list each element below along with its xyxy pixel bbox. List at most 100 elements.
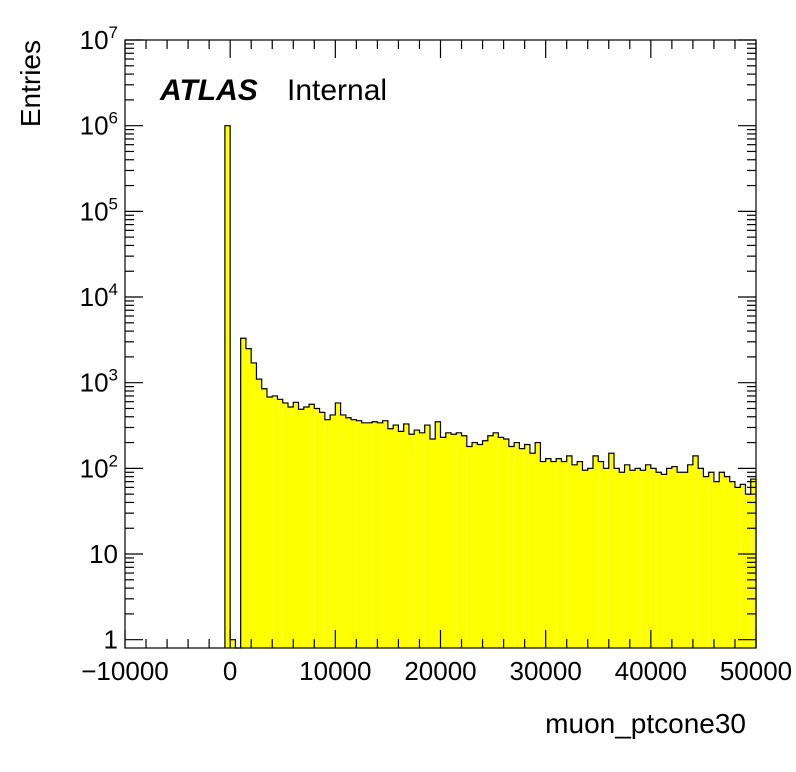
histogram-bin [272, 395, 278, 648]
histogram-bin [429, 439, 436, 648]
y-axis-title: Entries [15, 40, 46, 127]
histogram-bars [224, 125, 757, 649]
histogram-bin [440, 437, 446, 648]
y-tick-label: 107 [80, 23, 118, 55]
histogram-bin [398, 431, 404, 648]
histogram-bin [435, 421, 441, 648]
histogram-bin [445, 432, 452, 648]
histogram-bin [414, 430, 420, 648]
histogram-bin [556, 458, 562, 648]
histogram-bin [314, 408, 320, 648]
x-tick-label: 20000 [404, 656, 476, 686]
histogram-bin [487, 435, 494, 648]
x-tick-label: −10000 [81, 656, 168, 686]
y-tick-label: 10 [89, 539, 118, 569]
histogram-bin [682, 472, 688, 648]
histogram-bin [661, 474, 667, 648]
histogram-bin [666, 468, 672, 648]
histogram-bin [508, 446, 515, 648]
histogram-bin [719, 472, 725, 648]
internal-label: Internal [287, 74, 387, 107]
histogram-bin [656, 472, 662, 648]
histogram-bin [477, 444, 483, 648]
y-tick-label: 103 [80, 366, 118, 398]
histogram-bin [424, 425, 430, 648]
x-tick-label: 10000 [299, 656, 371, 686]
histogram-bin [708, 472, 714, 648]
histogram-bin [529, 453, 536, 648]
histogram-bin [466, 446, 473, 648]
histogram-bin [614, 468, 620, 648]
histogram-bin [503, 439, 509, 648]
histogram-bin [514, 442, 520, 648]
histogram-bin [571, 464, 578, 648]
histogram-bin [245, 348, 252, 648]
histogram-bin [624, 464, 630, 648]
histogram-bin [403, 423, 409, 648]
histogram-bin [319, 412, 325, 648]
histogram-bin [671, 466, 678, 648]
y-tick-label: 1 [104, 625, 118, 655]
histogram-bin [309, 404, 315, 648]
histogram-bin [324, 419, 331, 648]
histogram-bin [698, 468, 704, 648]
histogram-bin [266, 397, 273, 648]
histogram-bin [256, 379, 262, 648]
histogram-bin [519, 448, 525, 648]
y-tick-label: 106 [80, 109, 118, 141]
histogram-bin [750, 479, 756, 648]
histogram-bin [677, 472, 683, 648]
histogram-bin [372, 421, 378, 648]
histogram-bin [298, 409, 304, 648]
histogram-bin [382, 420, 388, 648]
histogram-bin [351, 419, 357, 648]
histogram-bin [240, 338, 246, 648]
histogram-bin [734, 487, 741, 648]
histogram-bin [587, 468, 593, 648]
y-tick-label: 105 [80, 194, 118, 226]
histogram-bin [550, 461, 557, 648]
histogram-bin [277, 399, 283, 648]
histogram-bin [288, 407, 294, 648]
y-tick-label: 104 [80, 280, 118, 312]
histogram-bin [387, 428, 394, 648]
histogram-bin [482, 440, 488, 648]
histogram-outline [224, 125, 757, 649]
histogram-bin [282, 402, 289, 648]
plot-frame [124, 39, 757, 649]
histogram-bin [645, 464, 651, 648]
histogram-bin [330, 414, 336, 648]
histogram-bin [577, 461, 583, 648]
histogram-bin [687, 464, 693, 648]
histogram-bin [582, 470, 588, 648]
histogram-bin [356, 420, 362, 648]
histogram-bin [251, 362, 257, 648]
histogram-bin [650, 468, 657, 648]
y-tick-label: 102 [80, 451, 118, 483]
histogram-bin [261, 388, 267, 648]
atlas-label: ATLAS [159, 74, 258, 107]
x-axis-title: muon_ptcone30 [545, 708, 746, 739]
histogram-bin [293, 402, 299, 648]
histogram-bin [535, 442, 541, 648]
histogram-bin [703, 476, 709, 648]
histogram-bin [461, 435, 467, 648]
histogram-bin [608, 453, 615, 648]
histogram-bin [729, 481, 735, 648]
histogram-bin [524, 444, 530, 648]
x-tick-labels: −10000 0 10000 20000 30000 40000 50000 [81, 656, 792, 686]
x-tick-label: 30000 [510, 656, 582, 686]
x-tick-label: 0 [223, 656, 237, 686]
histogram-bin [377, 422, 383, 648]
histogram-bin [629, 470, 636, 648]
y-tick-labels: 1 10 102 103 104 105 106 107 [80, 23, 118, 655]
histogram-bin [340, 414, 346, 648]
histogram-bin [345, 417, 352, 648]
histogram-bin [724, 476, 730, 648]
histogram-bin [745, 494, 751, 648]
histogram-bin [456, 432, 462, 648]
x-tick-label: 50000 [720, 656, 792, 686]
histogram-bin [472, 442, 478, 648]
histogram-bin [692, 455, 699, 648]
